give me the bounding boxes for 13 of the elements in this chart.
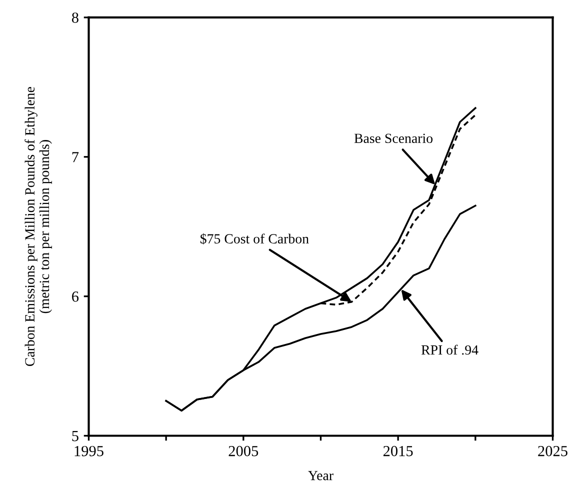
y-tick-label: 5 bbox=[72, 431, 78, 442]
y-tick-label: 7 bbox=[72, 152, 79, 162]
y-axis-title: Carbon Emissions per Million Pounds of Ethylene (metric ton per million pounds) bbox=[24, 87, 52, 366]
annotation: $75 Cost of Carbon bbox=[200, 233, 309, 244]
x-tick-label: 2015 bbox=[383, 446, 413, 456]
x-tick-label: 1995 bbox=[74, 446, 104, 456]
x-tick-label: 2005 bbox=[228, 446, 258, 456]
y-tick-label: 8 bbox=[72, 12, 78, 23]
x-axis-title: Year bbox=[308, 470, 334, 480]
annotation: RPI of .94 bbox=[421, 344, 478, 355]
annotation: Base Scenario bbox=[354, 134, 433, 144]
x-tick-label: 2025 bbox=[538, 446, 568, 456]
y-tick-label: 6 bbox=[72, 291, 79, 302]
